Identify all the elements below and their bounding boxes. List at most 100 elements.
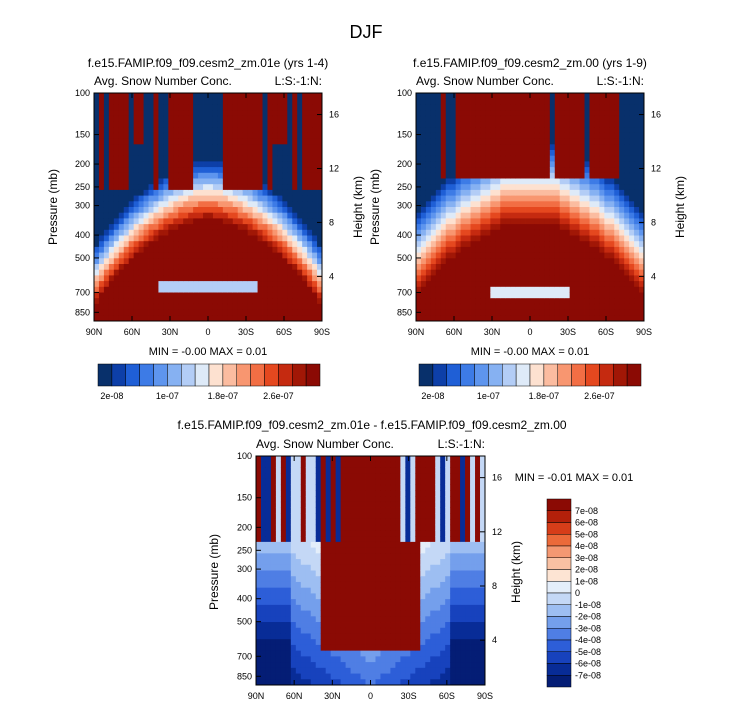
field-cell xyxy=(624,212,630,219)
field-cell xyxy=(277,132,283,139)
field-cell xyxy=(292,207,298,214)
field-cell xyxy=(440,315,447,322)
field-cell xyxy=(430,241,437,248)
field-cell xyxy=(103,269,110,276)
field-cell xyxy=(247,98,254,105)
field-cell xyxy=(525,167,531,174)
field-cell xyxy=(465,303,471,310)
field-cell xyxy=(256,501,262,508)
y-tick-label: 400 xyxy=(75,230,90,240)
field-cell xyxy=(232,150,239,157)
field-cell xyxy=(549,121,556,128)
field-cell xyxy=(490,167,496,174)
field-cell xyxy=(594,172,600,179)
field-cell xyxy=(574,286,580,293)
field-cell xyxy=(297,229,303,236)
field-cell xyxy=(260,639,267,646)
field-cell xyxy=(589,184,595,191)
field-cell xyxy=(579,218,585,225)
field-cell xyxy=(94,303,100,310)
field-cell xyxy=(564,184,571,191)
field-cell xyxy=(375,501,381,508)
field-cell xyxy=(335,673,342,680)
field-cell xyxy=(203,286,209,293)
field-cell xyxy=(183,127,189,134)
field-cell xyxy=(256,667,262,674)
field-cell xyxy=(380,518,386,526)
field-cell xyxy=(173,286,179,293)
field-cell xyxy=(619,315,625,322)
field-cell xyxy=(594,98,600,105)
field-cell xyxy=(495,286,501,293)
field-cell xyxy=(564,121,571,128)
field-cell xyxy=(450,258,457,265)
field-cell xyxy=(305,593,312,600)
field-cell xyxy=(609,292,615,299)
field-cell xyxy=(285,524,292,531)
field-cell xyxy=(270,576,277,583)
field-cell xyxy=(300,673,307,680)
field-cell xyxy=(594,315,600,322)
field-cell xyxy=(495,218,501,225)
field-cell xyxy=(272,115,278,122)
field-cell xyxy=(335,513,342,520)
field-cell xyxy=(262,104,268,111)
field-cell xyxy=(133,150,140,157)
field-cell xyxy=(599,229,605,236)
field-cell xyxy=(569,144,576,151)
field-cell xyxy=(212,110,219,117)
field-cell xyxy=(252,212,258,219)
field-cell xyxy=(168,121,174,128)
field-cell xyxy=(465,138,471,145)
field-cell xyxy=(340,484,347,491)
field-cell xyxy=(505,184,511,191)
field-cell xyxy=(113,292,120,299)
field-cell xyxy=(295,599,302,606)
field-cell xyxy=(287,258,293,265)
field-cell xyxy=(425,281,432,288)
field-cell xyxy=(500,264,506,271)
field-cell xyxy=(143,184,149,191)
field-cell xyxy=(297,178,303,185)
field-cell xyxy=(470,115,476,122)
field-cell xyxy=(465,309,471,316)
field-cell xyxy=(345,610,351,617)
field-cell xyxy=(416,115,422,122)
field-cell xyxy=(297,269,303,276)
field-cell xyxy=(490,189,496,196)
field-cell xyxy=(579,115,585,122)
field-cell xyxy=(594,121,600,128)
field-cell xyxy=(198,93,204,100)
field-cell xyxy=(256,622,262,629)
field-cell xyxy=(385,593,391,600)
field-cell xyxy=(345,501,351,508)
field-cell xyxy=(123,150,130,157)
field-cell xyxy=(217,178,224,185)
field-cell xyxy=(198,229,204,236)
field-cell xyxy=(163,121,169,128)
field-cell xyxy=(312,298,318,305)
field-cell xyxy=(440,127,447,134)
field-cell xyxy=(629,258,635,265)
field-cell xyxy=(639,189,645,196)
field-cell xyxy=(203,121,209,128)
field-cell xyxy=(307,264,313,271)
field-cell xyxy=(430,172,437,179)
field-cell xyxy=(138,150,144,157)
field-cell xyxy=(232,252,239,259)
field-cell xyxy=(460,258,466,265)
field-cell xyxy=(168,178,174,185)
field-cell xyxy=(267,184,273,191)
field-cell xyxy=(168,132,174,139)
field-cell xyxy=(579,110,585,117)
field-cell xyxy=(183,93,189,100)
field-cell xyxy=(534,110,541,117)
field-cell xyxy=(158,161,164,168)
field-cell xyxy=(510,275,516,282)
field-cell xyxy=(143,138,149,145)
field-cell xyxy=(460,218,466,225)
field-cell xyxy=(287,286,293,293)
field-cell xyxy=(480,144,486,151)
field-cell xyxy=(450,115,457,122)
field-cell xyxy=(203,298,209,305)
